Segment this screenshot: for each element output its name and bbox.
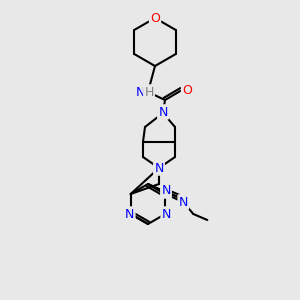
Text: O: O xyxy=(150,11,160,25)
Text: N: N xyxy=(158,106,168,118)
Text: O: O xyxy=(182,83,192,97)
Text: N: N xyxy=(161,184,171,197)
Text: N: N xyxy=(162,208,171,220)
Text: N: N xyxy=(178,196,188,208)
Text: N: N xyxy=(125,208,134,220)
Text: N: N xyxy=(154,161,164,175)
Text: N: N xyxy=(135,85,145,98)
Text: H: H xyxy=(144,85,154,98)
